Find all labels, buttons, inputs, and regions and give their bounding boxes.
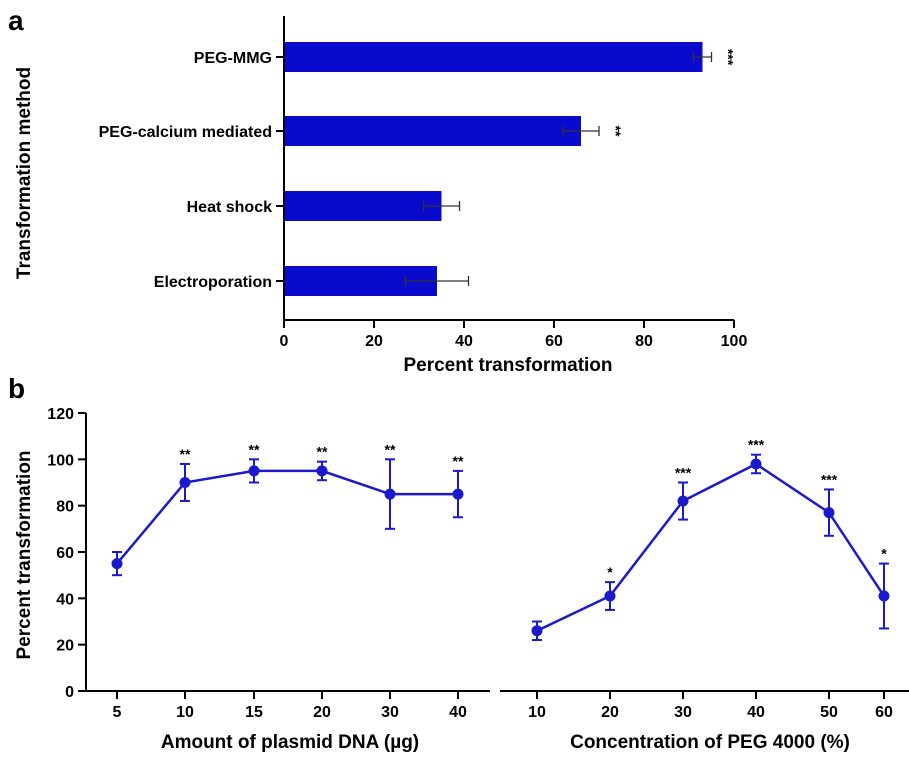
chart-a-x-axis-title: Percent transformation (403, 355, 612, 376)
b1-x-tick-label-1: 10 (176, 704, 194, 721)
chart-a-bars: PEG-MMG *** PEG-calcium mediated ** Heat sho… (99, 42, 737, 296)
b2-x-tick-label-5: 60 (875, 704, 893, 721)
b1-x-tick-label-5: 40 (449, 704, 467, 721)
chart-a-axes: 0 20 40 60 80 100 (276, 16, 747, 350)
b2-significance-label-1: * (607, 564, 613, 580)
b1-x-tick-label-4: 30 (381, 704, 399, 721)
x-tick-label-2: 40 (455, 333, 473, 350)
b1-point-2 (248, 465, 260, 477)
chart-b-y-axis-title: Percent transformation (14, 450, 35, 659)
b1-point-4 (384, 488, 396, 500)
bar-2 (284, 191, 442, 221)
b2-x-tick-label-4: 50 (820, 704, 838, 721)
line-charts-percent-transformation: Percent transformation Amount of plasmid… (14, 406, 909, 753)
b2-point-0 (531, 625, 543, 637)
chart-b2-x-axis-title: Concentration of PEG 4000 (%) (570, 732, 850, 753)
chart-b-axes: 0 20 40 60 80 100 120 5 10 15 20 30 40 10 20 30 40 50 60 (47, 406, 909, 721)
b-y-tick-label-1: 20 (56, 638, 74, 655)
b1-significance-label-2: ** (249, 441, 260, 457)
b2-point-1 (604, 590, 616, 602)
b2-point-5 (878, 590, 890, 602)
category-label-3: Electroporation (154, 274, 272, 291)
b2-significance-label-5: * (881, 546, 887, 562)
b1-x-tick-label-3: 20 (313, 704, 331, 721)
b2-point-4 (823, 507, 835, 519)
b2-significance-label-2: *** (675, 465, 692, 481)
b1-significance-label-3: ** (317, 444, 328, 460)
b1-significance-label-4: ** (385, 441, 396, 457)
b2-significance-label-3: *** (748, 437, 765, 453)
b-y-tick-label-3: 60 (56, 545, 74, 562)
b2-x-tick-label-2: 30 (674, 704, 692, 721)
b1-x-tick-label-2: 15 (245, 704, 263, 721)
b2-x-tick-label-3: 40 (747, 704, 765, 721)
panel-b-letter: b (8, 373, 25, 404)
b-y-tick-label-2: 40 (56, 591, 74, 608)
b1-point-0 (111, 558, 123, 570)
b2-significance-label-4: *** (821, 471, 838, 487)
b2-x-tick-label-0: 10 (528, 704, 546, 721)
panel-a-letter: a (8, 5, 24, 36)
x-tick-label-1: 20 (365, 333, 383, 350)
chart-b1-series: ** ** ** ** ** (111, 441, 464, 577)
category-label-1: PEG-calcium mediated (99, 124, 272, 141)
b1-significance-label-1: ** (180, 446, 191, 462)
b1-x-tick-label-0: 5 (113, 704, 122, 721)
x-tick-label-4: 80 (635, 333, 653, 350)
b2-x-tick-label-1: 20 (601, 704, 619, 721)
significance-label-1: ** (608, 126, 624, 137)
x-tick-label-0: 0 (280, 333, 289, 350)
b-y-tick-label-4: 80 (56, 499, 74, 516)
b1-significance-label-5: ** (453, 453, 464, 469)
x-tick-label-3: 60 (545, 333, 563, 350)
b2-point-3 (750, 458, 762, 470)
b-y-tick-label-6: 120 (47, 406, 74, 423)
chart-b2-series: *********** (531, 437, 890, 642)
chart-a-y-axis-title: Transformation method (14, 67, 35, 279)
bar-0 (284, 42, 703, 72)
x-tick-label-5: 100 (721, 333, 748, 350)
b1-series-line (116, 469, 458, 565)
b-y-tick-label-5: 100 (47, 452, 74, 469)
b2-series-line (536, 462, 886, 632)
category-label-2: Heat shock (187, 199, 272, 216)
chart-b1-x-axis-title: Amount of plasmid DNA (µg) (161, 732, 419, 753)
b1-point-1 (179, 477, 191, 488)
bar-chart-transformation-method: Transformation method Percent transforma… (14, 16, 747, 376)
b-y-tick-label-0: 0 (65, 684, 74, 701)
category-label-0: PEG-MMG (194, 50, 272, 67)
b1-point-5 (452, 488, 464, 500)
b1-point-3 (316, 465, 328, 477)
b2-point-2 (677, 495, 689, 507)
significance-label-0: *** (721, 49, 737, 66)
bar-1 (284, 116, 581, 146)
